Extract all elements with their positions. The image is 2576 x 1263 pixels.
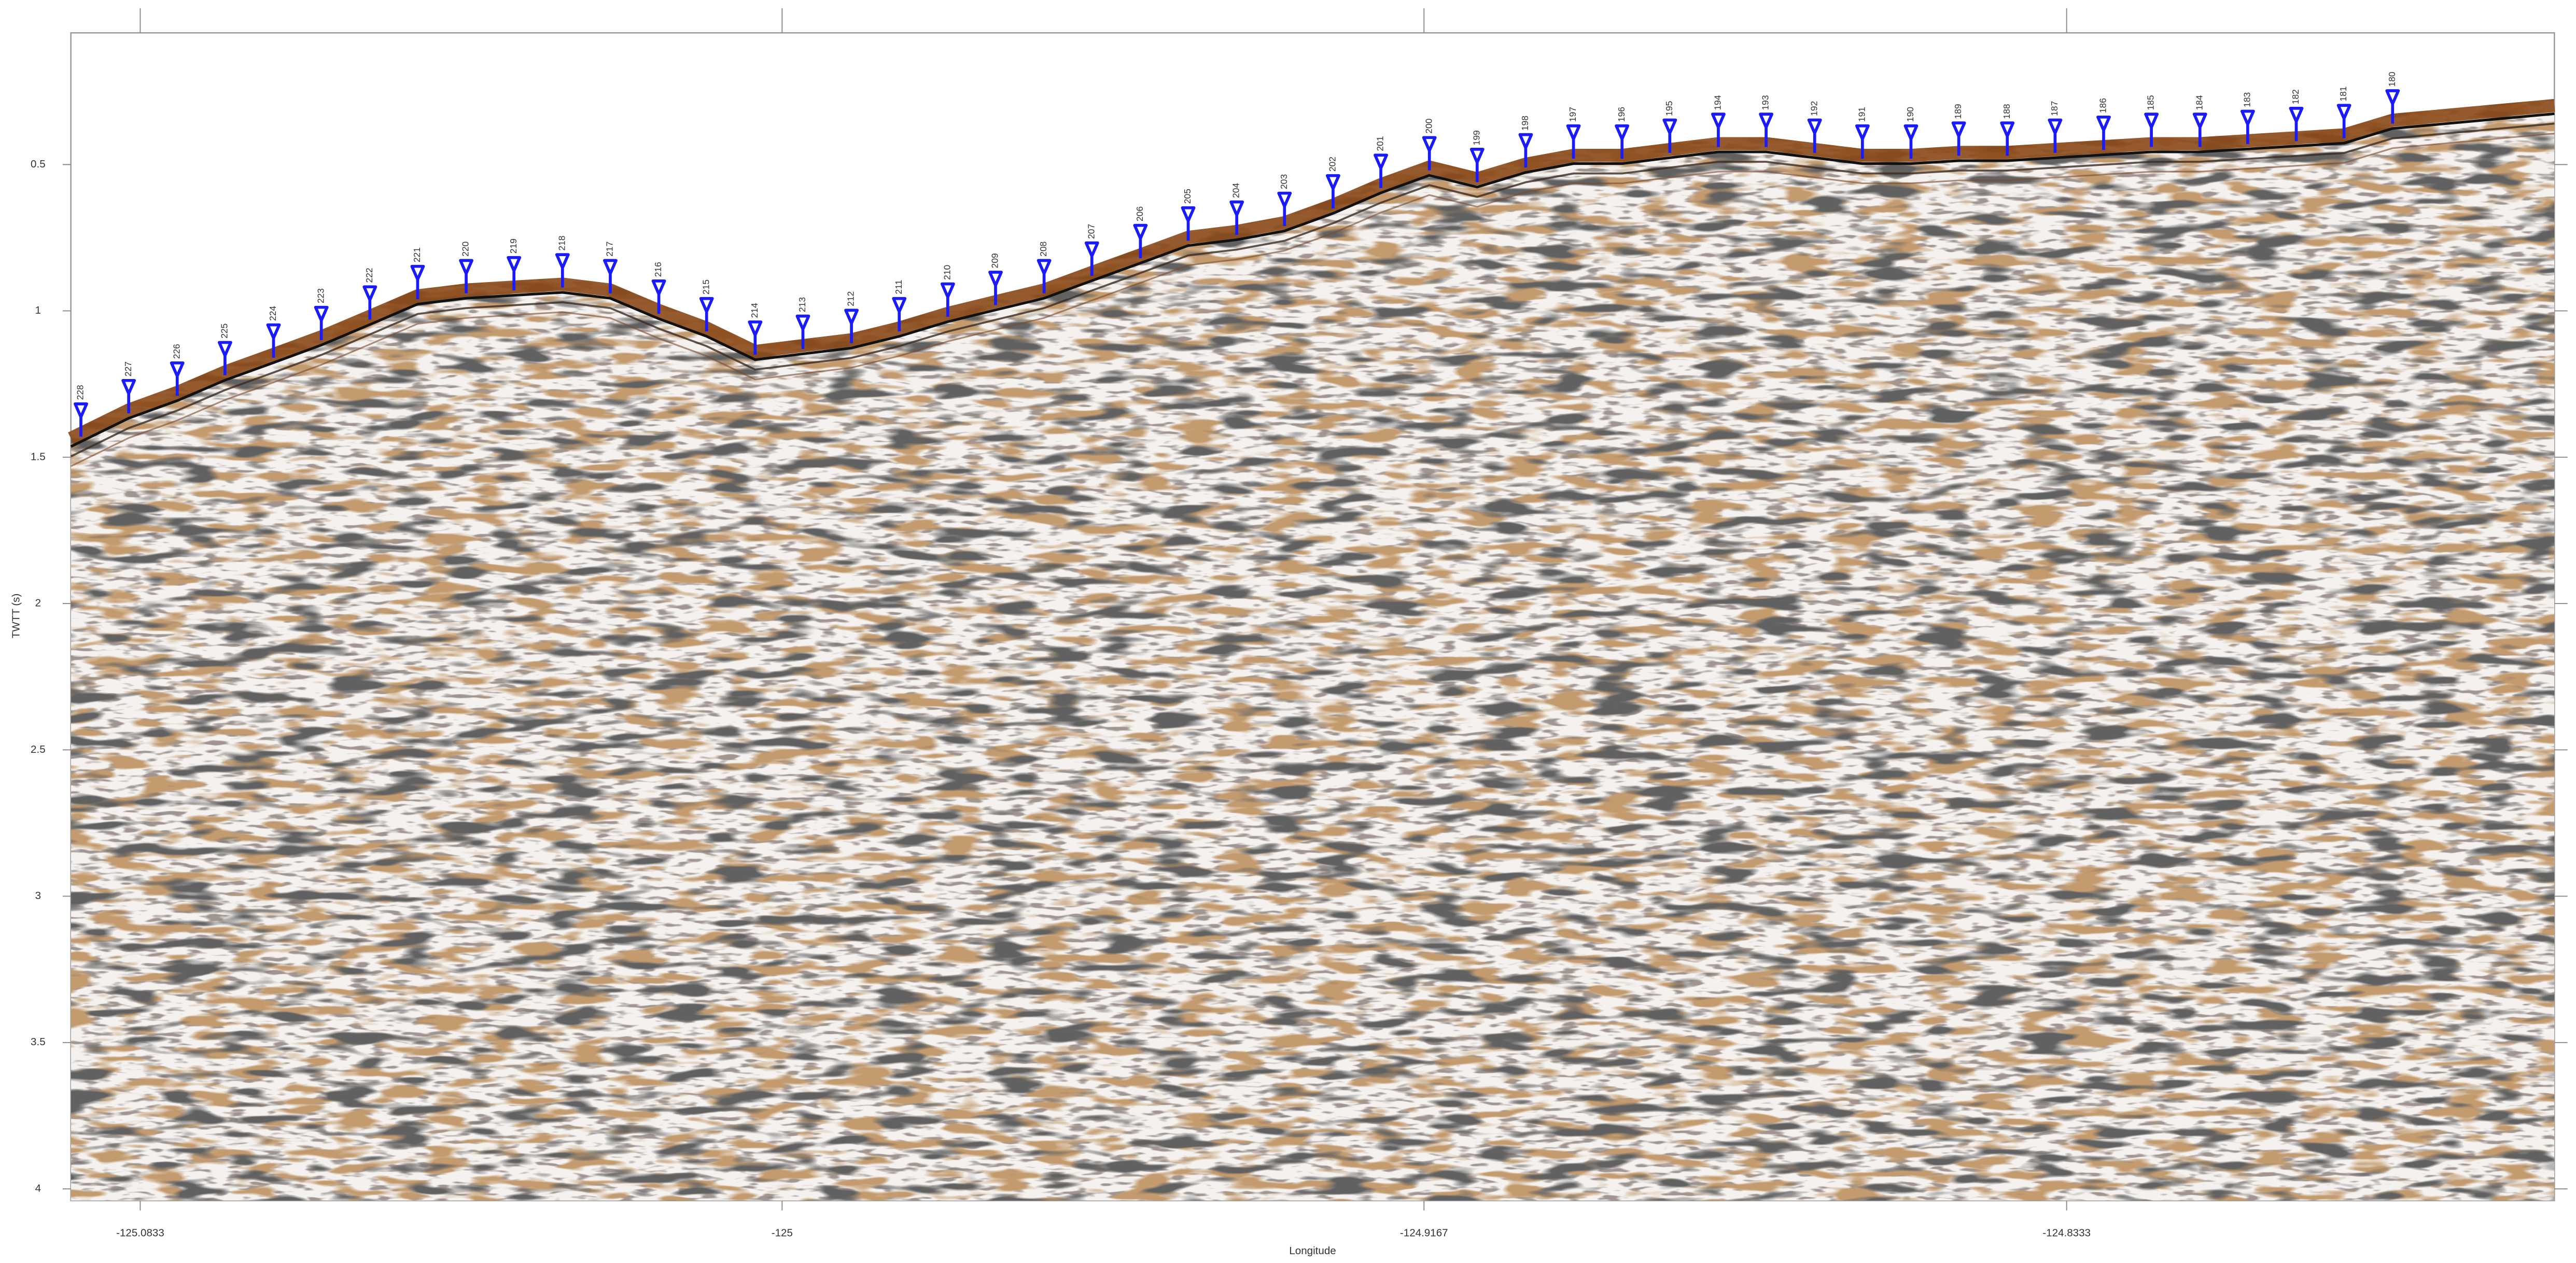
y-tick-label: 1.5 <box>31 451 46 462</box>
station-label: 187 <box>2049 101 2060 116</box>
station-label: 226 <box>171 344 181 359</box>
station-label: 220 <box>460 242 471 257</box>
station-label: 198 <box>1520 116 1530 131</box>
station-label: 200 <box>1423 119 1434 134</box>
station-label: 199 <box>1471 130 1481 145</box>
x-tick-label: -125.0833 <box>116 1227 164 1239</box>
chart: 0.5 1 1.5 2 2.5 3 3.5 4 -125.0833 -125 -124.9167 -1… <box>0 0 2576 1263</box>
x-tick-label: -124.9167 <box>1400 1227 1448 1239</box>
station-label: 213 <box>797 297 807 312</box>
station-label: 181 <box>2338 87 2348 102</box>
station-label: 216 <box>653 262 663 277</box>
station-label: 186 <box>2098 98 2108 113</box>
station-label: 210 <box>942 265 952 280</box>
station-label: 203 <box>1279 174 1289 189</box>
station-label: 217 <box>605 242 615 257</box>
station-label: 208 <box>1038 242 1048 257</box>
y-tick-label: 3 <box>35 890 41 902</box>
station-label: 209 <box>990 253 1000 268</box>
station-label: 193 <box>1760 95 1771 110</box>
station-label: 184 <box>2194 95 2204 110</box>
station-label: 201 <box>1375 136 1385 151</box>
station-label: 214 <box>749 303 760 318</box>
station-label: 183 <box>2242 92 2252 107</box>
station-label: 194 <box>1713 95 1723 110</box>
station-label: 207 <box>1086 224 1096 239</box>
x-tick-label: -124.8333 <box>2042 1227 2091 1239</box>
station-label: 197 <box>1567 107 1578 122</box>
y-axis-title: TWTT (s) <box>10 594 22 638</box>
station-label: 192 <box>1809 101 1819 116</box>
station-label: 196 <box>1616 107 1627 122</box>
y-tick-label: 4 <box>35 1182 41 1194</box>
station-label: 205 <box>1182 189 1193 204</box>
y-tick-label: 2.5 <box>31 743 46 755</box>
station-label: 185 <box>2146 95 2156 110</box>
station-label: 227 <box>123 361 133 376</box>
station-label: 182 <box>2290 89 2301 104</box>
station-label: 195 <box>1664 101 1674 116</box>
station-label: 191 <box>1856 107 1867 122</box>
x-tick-label: -125 <box>772 1227 793 1239</box>
x-axis-title: Longitude <box>1289 1245 1336 1257</box>
station-label: 190 <box>1905 107 1915 122</box>
station-label: 218 <box>556 235 567 250</box>
station-label: 219 <box>508 238 519 254</box>
station-label: 212 <box>846 291 856 306</box>
station-label: 180 <box>2387 72 2397 87</box>
station-label: 223 <box>315 288 326 303</box>
station-label: 224 <box>268 306 278 321</box>
y-tick-label: 3.5 <box>31 1036 46 1048</box>
station-label: 189 <box>1953 104 1963 119</box>
station-label: 221 <box>412 247 422 262</box>
station-label: 202 <box>1327 157 1338 172</box>
station-label: 206 <box>1135 206 1145 221</box>
y-tick-label: 1 <box>35 304 41 316</box>
station-label: 188 <box>2001 104 2012 119</box>
station-label: 204 <box>1231 183 1241 198</box>
station-label: 215 <box>701 279 711 294</box>
page: {"chart_data": { "type": "profile", "x_l… <box>0 0 2576 1263</box>
y-tick-label: 0.5 <box>31 158 46 170</box>
station-label: 228 <box>75 385 86 400</box>
station-label: 211 <box>893 280 904 294</box>
station-label: 222 <box>364 268 374 283</box>
station-label: 225 <box>219 324 230 339</box>
y-tick-label: 2 <box>35 597 41 609</box>
